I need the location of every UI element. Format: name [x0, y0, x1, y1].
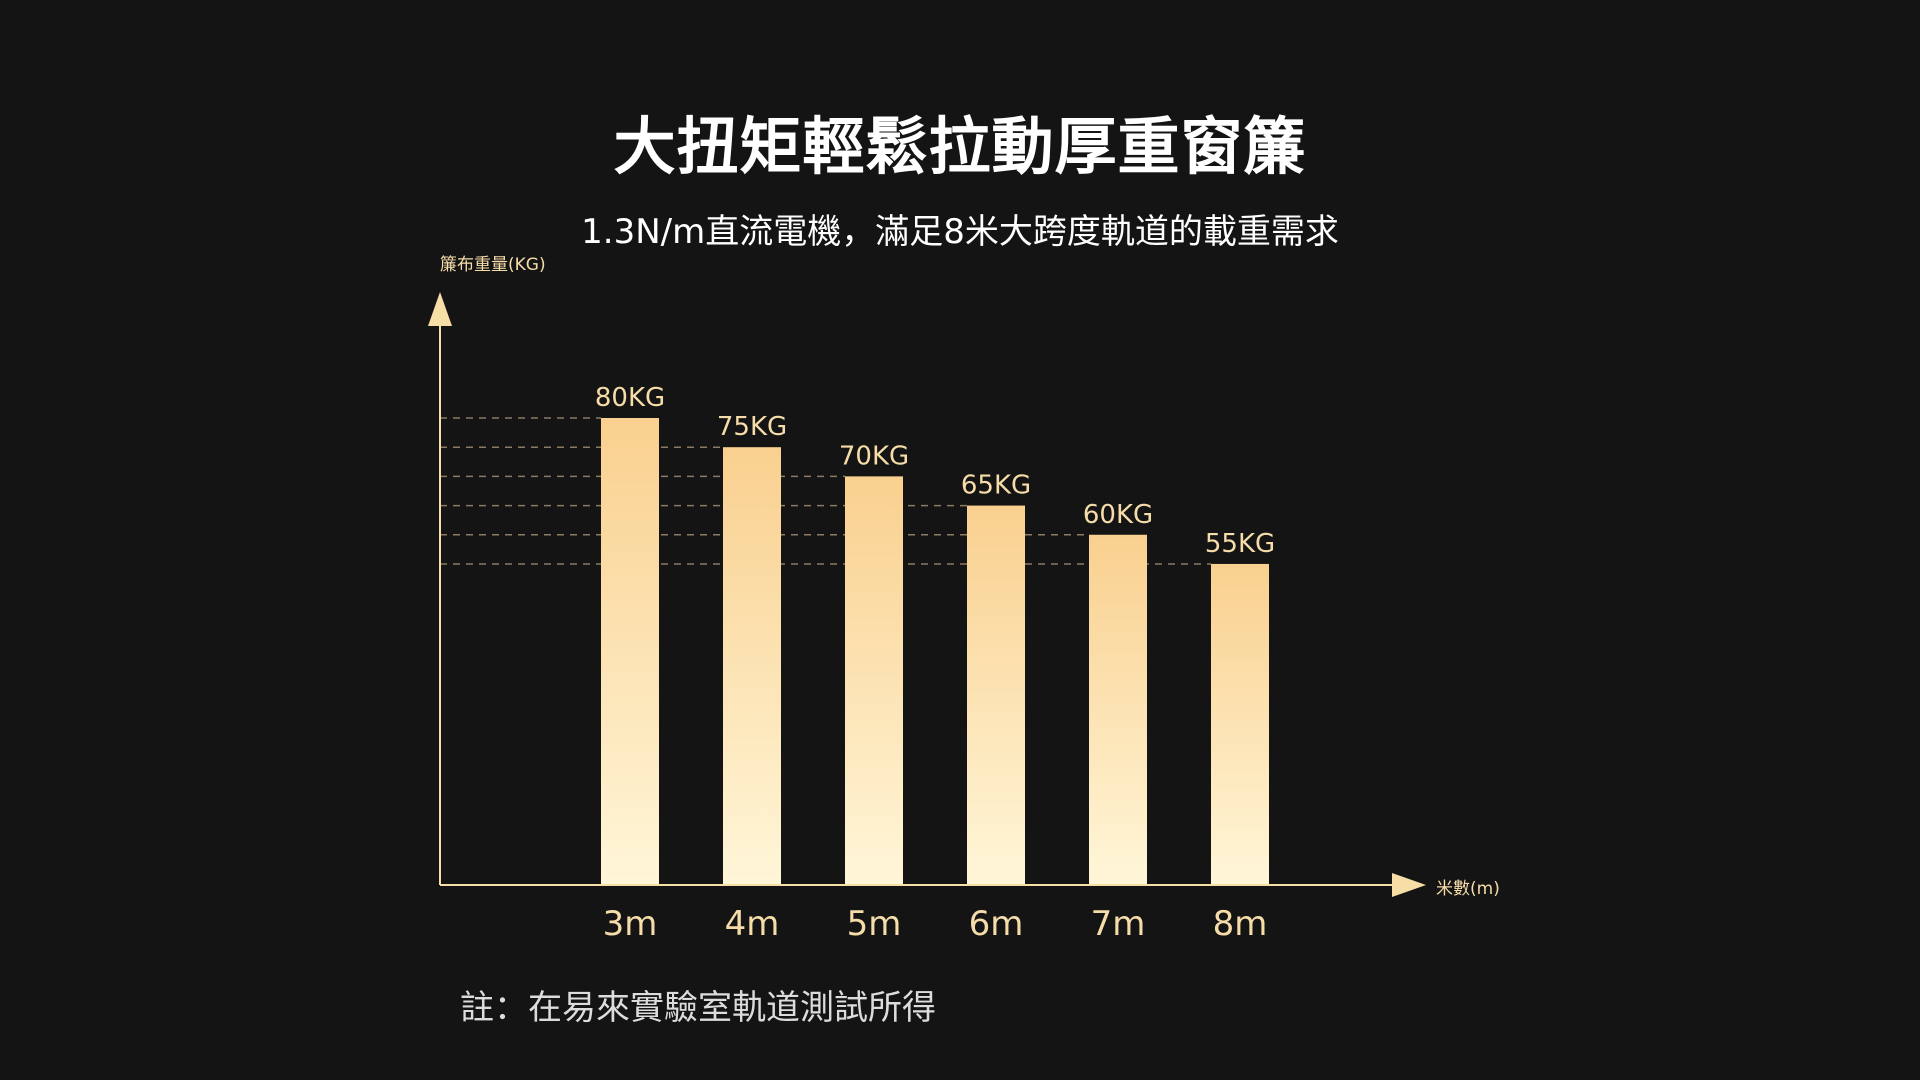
bar-7m	[1089, 534, 1147, 885]
value-label-5m: 70KG	[839, 441, 909, 471]
footnote: 註：在易來實驗室軌道測試所得	[460, 988, 936, 1028]
value-label-4m: 75KG	[717, 412, 787, 442]
bar-4m	[723, 447, 781, 885]
value-labels: 80KG 75KG 70KG 65KG 60KG 55KG	[595, 383, 1275, 559]
x-tick-label-4m: 4m	[725, 904, 780, 944]
value-label-6m: 65KG	[961, 471, 1031, 501]
bars	[601, 418, 1269, 885]
value-label-3m: 80KG	[595, 383, 665, 413]
page-subtitle: 1.3N/m直流電機，滿足8米大跨度軌道的載重需求	[581, 212, 1339, 252]
bar-6m	[967, 505, 1025, 885]
axes: 簾布重量(KG) 米數(m)	[428, 255, 1500, 899]
x-tick-label-8m: 8m	[1213, 904, 1268, 944]
x-tick-label-6m: 6m	[969, 904, 1024, 944]
x-tick-label-3m: 3m	[603, 904, 658, 944]
x-axis-arrow-icon	[1392, 873, 1426, 897]
gridlines	[440, 417, 1211, 565]
x-tick-label-7m: 7m	[1091, 904, 1146, 944]
value-label-8m: 55KG	[1205, 529, 1275, 559]
y-axis-arrow-icon	[428, 292, 452, 326]
page-title: 大扭矩輕鬆拉動厚重窗簾	[613, 110, 1307, 183]
x-tick-label-5m: 5m	[847, 904, 902, 944]
x-tick-labels: 3m 4m 5m 6m 7m 8m	[603, 904, 1268, 944]
y-axis-label: 簾布重量(KG)	[440, 255, 546, 275]
bar-8m	[1211, 563, 1269, 885]
value-label-7m: 60KG	[1083, 500, 1153, 530]
bar-5m	[845, 476, 903, 885]
x-axis-label: 米數(m)	[1436, 879, 1500, 899]
bar-3m	[601, 418, 659, 885]
